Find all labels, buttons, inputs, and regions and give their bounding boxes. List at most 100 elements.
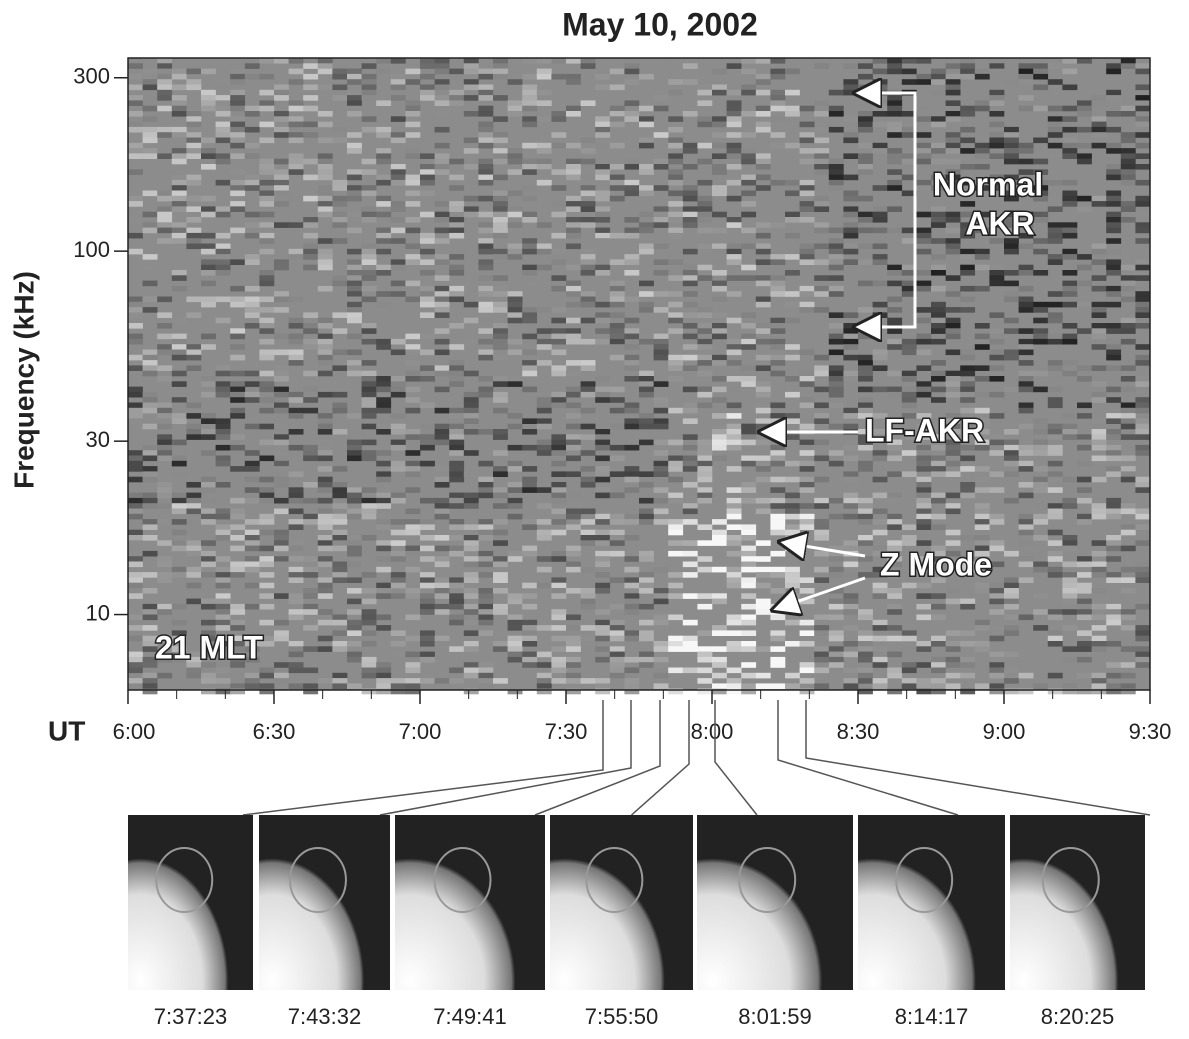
texture xyxy=(186,122,201,128)
texture xyxy=(946,159,961,165)
link-line xyxy=(380,700,631,815)
texture xyxy=(1092,477,1107,483)
texture xyxy=(683,636,698,642)
texture xyxy=(843,641,858,647)
texture xyxy=(756,127,771,133)
texture xyxy=(1106,662,1121,668)
texture xyxy=(478,238,493,244)
texture xyxy=(551,556,566,562)
texture xyxy=(318,593,333,599)
texture xyxy=(1033,466,1048,472)
texture xyxy=(916,281,931,287)
texture xyxy=(332,275,347,281)
texture xyxy=(478,169,493,175)
texture xyxy=(595,625,610,631)
texture xyxy=(157,344,172,350)
texture xyxy=(376,69,391,75)
texture xyxy=(274,159,289,165)
texture xyxy=(581,392,596,398)
texture xyxy=(624,63,639,69)
texture xyxy=(318,69,333,75)
texture xyxy=(259,683,274,689)
texture xyxy=(143,524,158,530)
texture xyxy=(216,567,231,573)
texture xyxy=(610,519,625,525)
texture xyxy=(201,434,216,440)
texture xyxy=(770,286,785,292)
texture xyxy=(537,164,552,170)
texture xyxy=(1048,302,1063,308)
texture xyxy=(143,148,158,154)
texture xyxy=(449,440,464,446)
texture xyxy=(639,572,654,578)
texture xyxy=(756,424,771,430)
texture xyxy=(595,233,610,239)
texture xyxy=(143,265,158,271)
texture xyxy=(916,74,931,80)
texture xyxy=(1106,201,1121,207)
texture xyxy=(1135,132,1150,138)
texture xyxy=(405,148,420,154)
texture xyxy=(785,143,800,149)
texture xyxy=(259,74,274,80)
texture xyxy=(1019,562,1034,568)
texture xyxy=(800,461,815,467)
texture xyxy=(916,270,931,276)
texture xyxy=(508,291,523,297)
texture xyxy=(1004,297,1019,303)
texture xyxy=(916,106,931,112)
texture xyxy=(931,307,946,313)
texture xyxy=(916,498,931,504)
texture xyxy=(332,641,347,647)
texture xyxy=(289,445,304,451)
texture xyxy=(1121,662,1136,668)
texture xyxy=(1004,593,1019,599)
texture xyxy=(741,429,756,435)
texture xyxy=(946,381,961,387)
texture xyxy=(478,482,493,488)
texture xyxy=(449,477,464,483)
texture xyxy=(478,572,493,578)
texture xyxy=(741,615,756,621)
texture xyxy=(960,456,975,462)
texture xyxy=(989,683,1004,689)
texture xyxy=(289,567,304,573)
texture xyxy=(128,572,143,578)
texture xyxy=(420,233,435,239)
texture xyxy=(245,530,260,536)
texture xyxy=(1135,403,1150,409)
texture xyxy=(537,244,552,250)
texture xyxy=(201,509,216,515)
texture xyxy=(1121,153,1136,159)
texture xyxy=(1033,212,1048,218)
texture xyxy=(697,466,712,472)
texture xyxy=(1062,540,1077,546)
texture xyxy=(668,233,683,239)
texture xyxy=(1077,440,1092,446)
texture xyxy=(1092,434,1107,440)
texture xyxy=(435,408,450,414)
texture xyxy=(668,318,683,324)
texture xyxy=(172,456,187,462)
texture xyxy=(800,381,815,387)
texture xyxy=(435,302,450,308)
texture xyxy=(785,509,800,515)
texture xyxy=(128,249,143,255)
texture xyxy=(376,153,391,159)
texture xyxy=(683,238,698,244)
texture xyxy=(376,683,391,689)
texture xyxy=(639,371,654,377)
texture xyxy=(1062,69,1077,75)
texture xyxy=(683,312,698,318)
texture xyxy=(420,524,435,530)
texture xyxy=(493,206,508,212)
texture xyxy=(1135,577,1150,583)
texture xyxy=(931,615,946,621)
texture xyxy=(332,74,347,80)
chart-title: May 10, 2002 xyxy=(562,6,758,42)
texture xyxy=(581,297,596,303)
texture xyxy=(829,254,844,260)
texture xyxy=(1077,302,1092,308)
texture xyxy=(843,445,858,451)
texture xyxy=(800,191,815,197)
